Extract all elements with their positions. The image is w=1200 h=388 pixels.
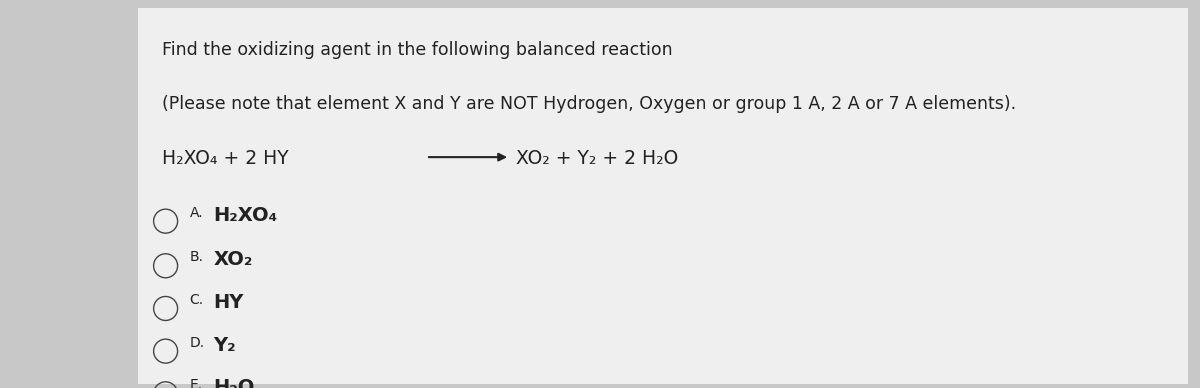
Text: XO₂ + Y₂ + 2 H₂O: XO₂ + Y₂ + 2 H₂O (516, 149, 678, 168)
Text: HY: HY (214, 293, 244, 312)
Text: H₂O: H₂O (214, 378, 254, 388)
Text: A.: A. (190, 206, 203, 220)
Text: XO₂: XO₂ (214, 250, 253, 269)
Text: Find the oxidizing agent in the following balanced reaction: Find the oxidizing agent in the followin… (162, 41, 673, 59)
Text: Y₂: Y₂ (214, 336, 236, 355)
Text: C.: C. (190, 293, 204, 307)
Text: (Please note that element X and Y are NOT Hydrogen, Oxygen or group 1 A, 2 A or : (Please note that element X and Y are NO… (162, 95, 1016, 113)
Text: H₂XO₄: H₂XO₄ (214, 206, 278, 225)
Text: B.: B. (190, 250, 204, 264)
FancyBboxPatch shape (138, 8, 1188, 384)
Text: D.: D. (190, 336, 205, 350)
Text: H₂XO₄ + 2 HY: H₂XO₄ + 2 HY (162, 149, 289, 168)
Text: E.: E. (190, 378, 203, 388)
